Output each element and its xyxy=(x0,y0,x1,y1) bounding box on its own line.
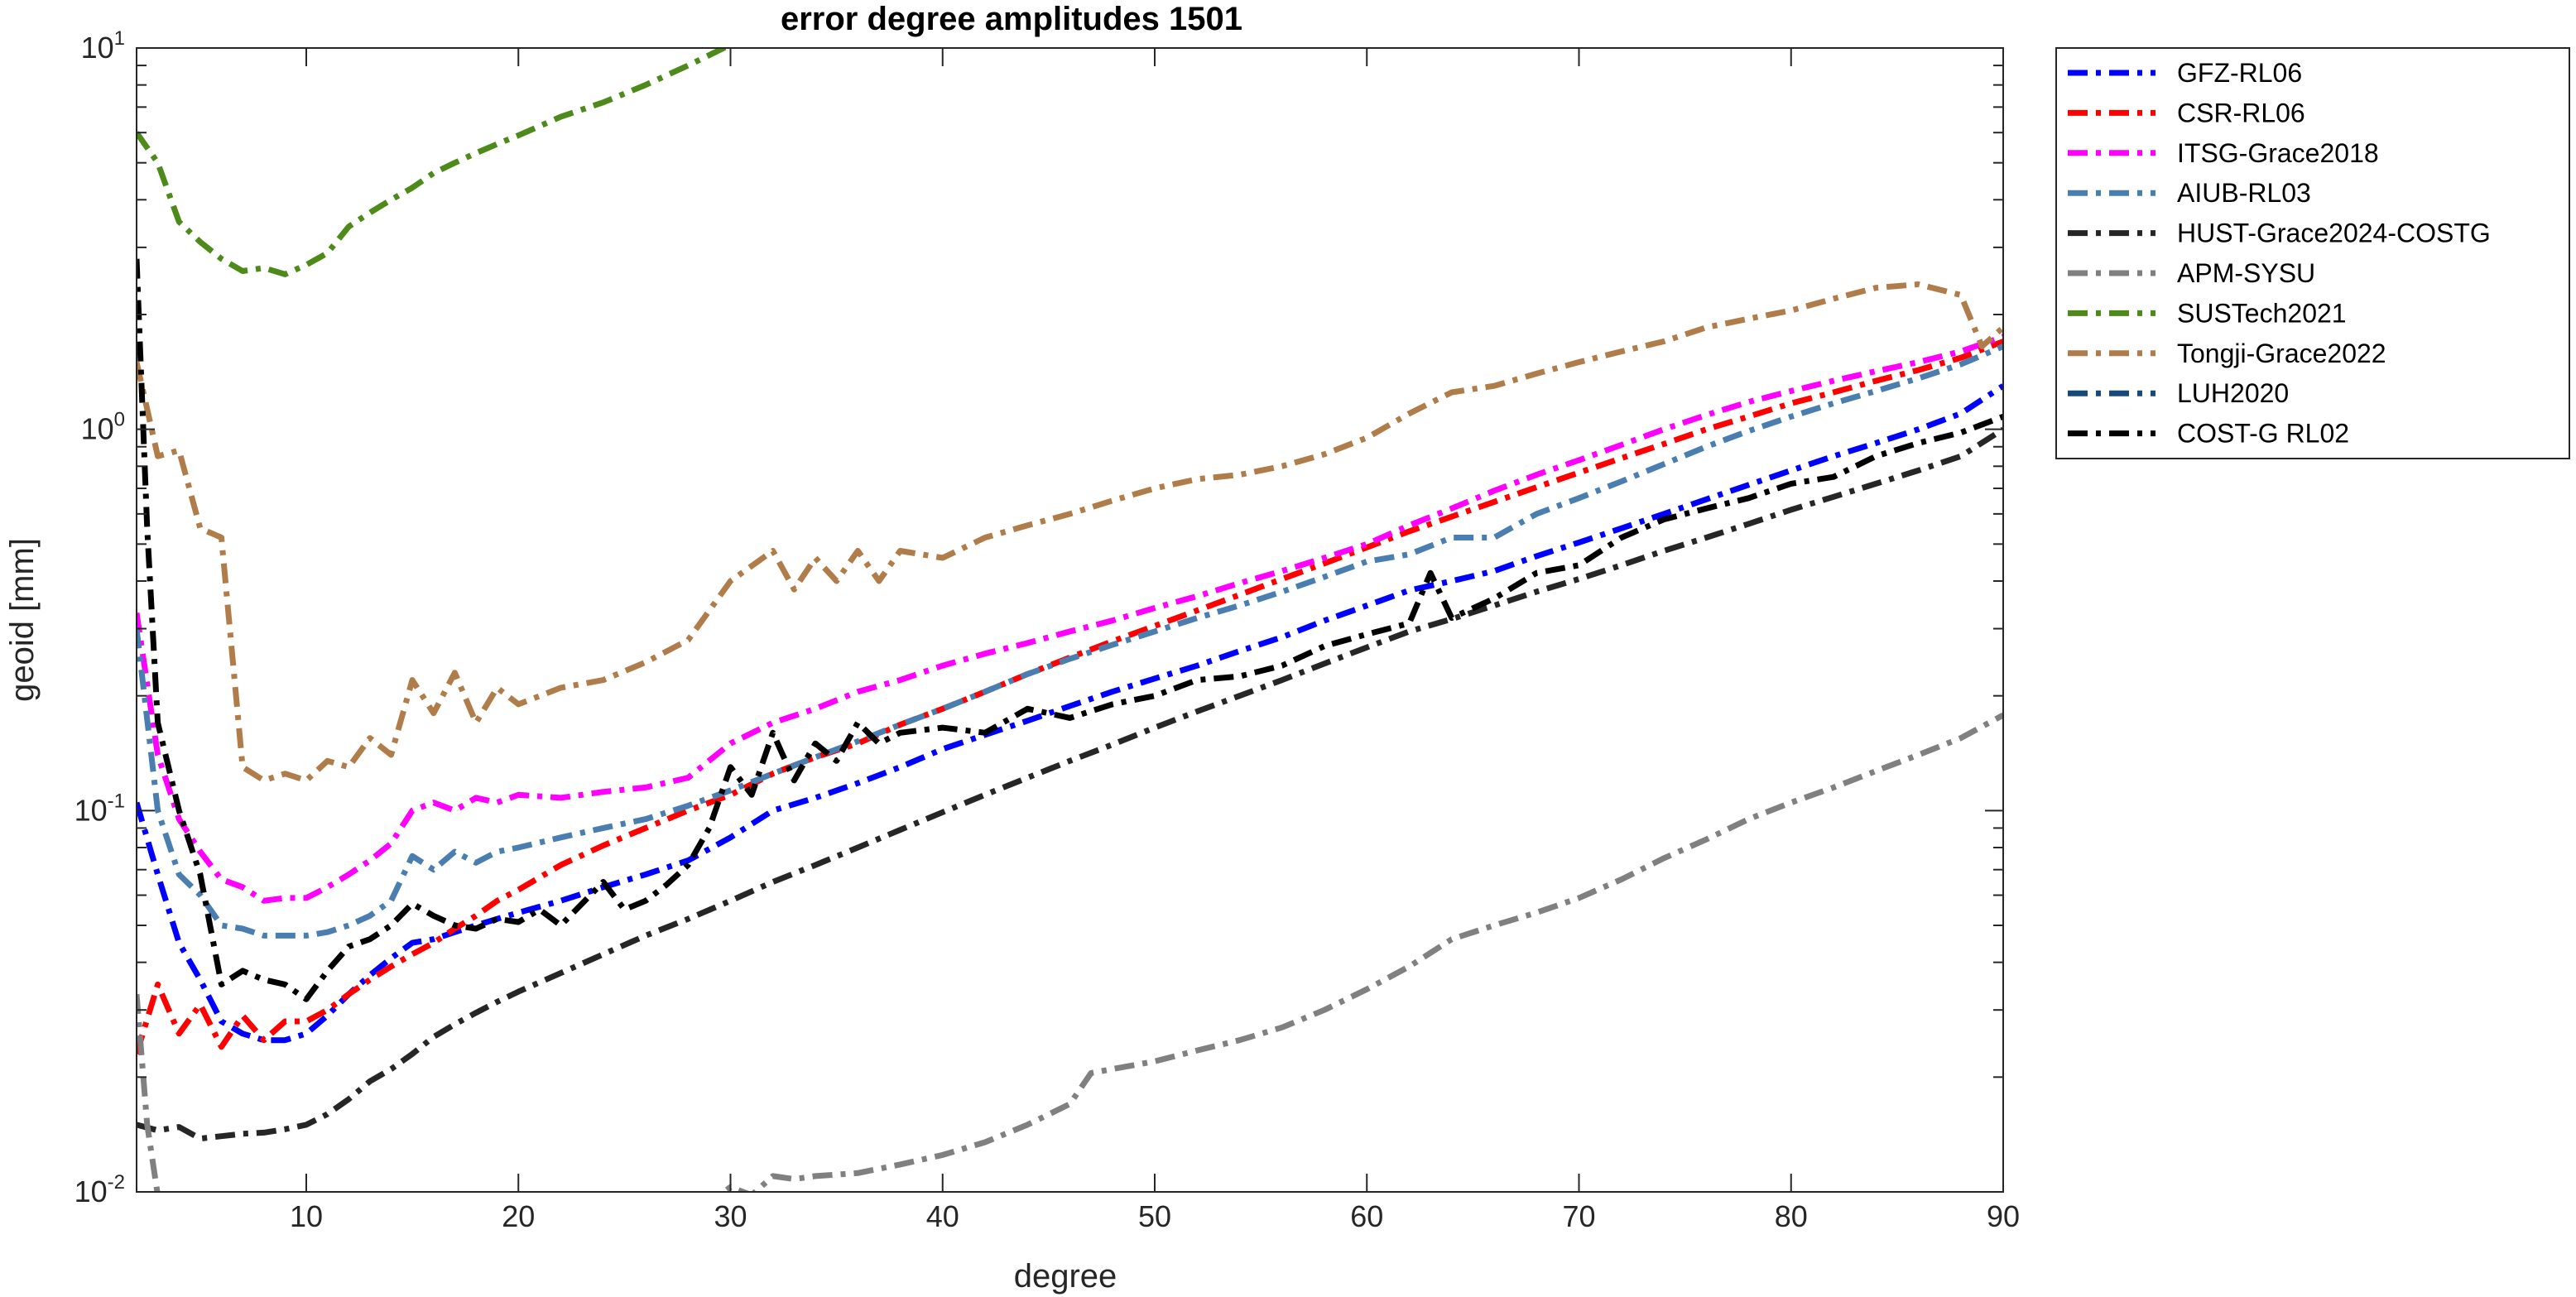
y-tick-label: 101 xyxy=(81,27,125,65)
x-axis-label: degree xyxy=(1014,1258,1117,1295)
x-tick-label: 50 xyxy=(1138,1199,1171,1233)
x-tick-label: 90 xyxy=(1987,1199,2020,1233)
series-layer xyxy=(137,48,2003,1192)
chart-title: error degree amplitudes 1501 xyxy=(781,1,1242,37)
legend-entry: CSR-RL06 xyxy=(2177,98,2305,127)
x-tick-label: 10 xyxy=(290,1199,323,1233)
y-tick-label: 10-1 xyxy=(74,790,125,827)
plot-frame xyxy=(136,47,2004,1193)
x-axis: 10 20 30 40 50 60 70 80 90 xyxy=(290,48,2020,1233)
x-tick-label: 30 xyxy=(714,1199,747,1233)
legend-entry: HUST-Grace2024-COSTG xyxy=(2177,219,2491,248)
x-tick-label: 70 xyxy=(1562,1199,1595,1233)
y-axis-label: geoid [mm] xyxy=(4,538,41,702)
series-line xyxy=(137,48,731,277)
legend-entry: Tongji-Grace2022 xyxy=(2177,339,2386,368)
legend-entry: AIUB-RL03 xyxy=(2177,178,2311,208)
series-line xyxy=(137,343,2003,939)
series-line xyxy=(137,426,2003,1142)
series-line xyxy=(137,258,2003,1002)
legend-entry: APM-SYSU xyxy=(2177,258,2315,288)
series-line xyxy=(137,281,2003,784)
y-axis: 10-2 10-1 100 101 xyxy=(74,27,2003,1208)
legend-box xyxy=(2055,47,2570,459)
legend-entry: ITSG-Grace2018 xyxy=(2177,138,2379,168)
x-tick-label: 40 xyxy=(926,1199,959,1233)
x-tick-label: 20 xyxy=(502,1199,535,1233)
y-tick-label: 10-2 xyxy=(74,1171,125,1208)
series-line xyxy=(137,383,2003,1044)
y-tick-label: 100 xyxy=(81,409,125,446)
x-tick-label: 80 xyxy=(1775,1199,1808,1233)
legend-entry: COST-G RL02 xyxy=(2177,419,2349,449)
series-line xyxy=(137,712,2003,1192)
legend-entry: GFZ-RL06 xyxy=(2177,58,2302,88)
legend-entry: SUSTech2021 xyxy=(2177,298,2347,328)
series-line xyxy=(137,339,2003,1055)
legend: GFZ-RL06 CSR-RL06 ITSG-Grace2018 AIUB-RL03 H… xyxy=(2055,47,2570,459)
x-tick-label: 60 xyxy=(1350,1199,1383,1233)
legend-entry: LUH2020 xyxy=(2177,378,2289,408)
